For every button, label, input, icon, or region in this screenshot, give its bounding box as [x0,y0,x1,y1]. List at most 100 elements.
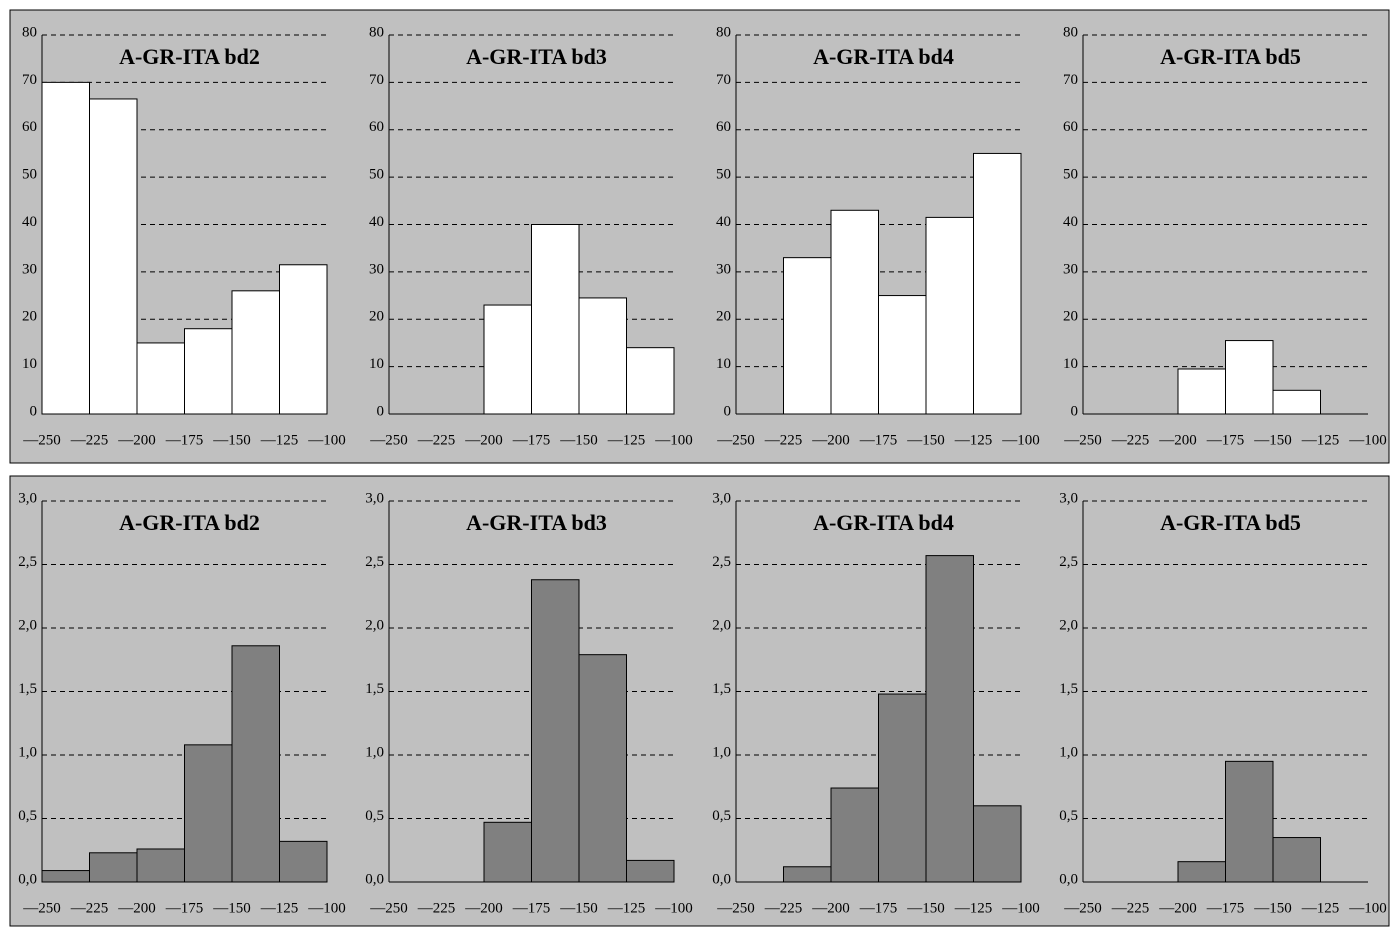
y-tick-label: 0 [30,403,38,419]
y-tick-label: 40 [716,214,731,230]
bar [279,264,328,415]
x-tick-label: —125 [260,432,299,448]
y-tick-label: 20 [1063,309,1078,325]
x-tick-label: —200 [464,432,503,448]
y-tick-label: 0,5 [365,808,384,824]
bar [184,328,233,415]
x-tick-label: —225 [417,900,456,916]
y-tick-label: 80 [716,24,731,40]
x-tick-label: —125 [607,900,646,916]
x-tick-label: —175 [859,900,898,916]
y-tick-label: 20 [22,309,37,325]
y-tick-label: 0,5 [1059,808,1078,824]
y-tick-label: 1,0 [365,744,384,760]
bar [89,852,138,883]
x-tick-label: —250 [369,900,408,916]
y-tick-label: 30 [1063,261,1078,277]
bar [1272,389,1321,415]
bar [626,347,675,415]
x-tick-label: —100 [307,432,346,448]
x-tick-label: —100 [654,432,693,448]
x-tick-label: —200 [117,432,156,448]
x-tick-label: —100 [1348,900,1387,916]
bar [1225,760,1274,883]
y-tick-label: 50 [716,167,731,183]
y-tick-label: 80 [1063,24,1078,40]
bar [136,848,185,883]
x-tick-label: —150 [906,900,945,916]
x-tick-label: —200 [1158,900,1197,916]
chart-title: A-GR-ITA bd3 [466,510,607,535]
x-tick-label: —200 [811,432,850,448]
bar [830,787,879,883]
y-tick-label: 0 [377,403,385,419]
bar [578,654,627,883]
x-tick-label: —250 [22,900,61,916]
y-tick-label: 40 [1063,214,1078,230]
y-tick-label: 3,0 [365,490,384,506]
bar [830,209,879,415]
x-tick-label: —100 [654,900,693,916]
y-tick-label: 50 [22,167,37,183]
bar [231,645,280,883]
y-tick-label: 10 [1063,356,1078,372]
x-tick-label: —125 [607,432,646,448]
y-tick-label: 2,5 [18,554,37,570]
chart-title: A-GR-ITA bd5 [1160,44,1301,69]
y-tick-label: 0,0 [712,871,731,887]
y-tick-label: 50 [369,167,384,183]
x-tick-label: —100 [307,900,346,916]
y-tick-label: 40 [22,214,37,230]
y-tick-label: 60 [22,119,37,135]
y-tick-label: 3,0 [1059,490,1078,506]
y-tick-label: 10 [369,356,384,372]
x-tick-label: —150 [212,432,251,448]
bar [483,304,532,415]
y-tick-label: 20 [716,309,731,325]
x-tick-label: —225 [764,900,803,916]
bar [973,152,1022,415]
x-tick-label: —250 [716,432,755,448]
y-tick-label: 1,5 [1059,681,1078,697]
bar [878,693,927,883]
x-tick-label: —125 [954,900,993,916]
bar [973,805,1022,883]
y-tick-label: 1,5 [18,681,37,697]
x-tick-label: —150 [1253,900,1292,916]
bar [231,290,280,415]
chart-title: A-GR-ITA bd5 [1160,510,1301,535]
y-tick-label: 0 [1071,403,1079,419]
x-tick-label: —150 [212,900,251,916]
bar [184,744,233,883]
y-tick-label: 0 [724,403,732,419]
x-tick-label: —250 [1063,432,1102,448]
y-tick-label: 0,0 [18,871,37,887]
x-tick-label: —225 [1111,900,1150,916]
y-tick-label: 30 [22,261,37,277]
bar [531,579,580,883]
y-tick-label: 80 [369,24,384,40]
y-tick-label: 2,5 [712,554,731,570]
x-tick-label: —125 [954,432,993,448]
x-tick-label: —150 [559,432,598,448]
x-tick-label: —175 [512,900,551,916]
x-tick-label: —150 [1253,432,1292,448]
y-tick-label: 70 [1063,72,1078,88]
y-tick-label: 60 [1063,119,1078,135]
x-tick-label: —175 [165,432,204,448]
x-tick-label: —225 [70,900,109,916]
chart-title: A-GR-ITA bd4 [813,510,954,535]
chart-title: A-GR-ITA bd3 [466,44,607,69]
x-tick-label: —175 [512,432,551,448]
x-tick-label: —225 [417,432,456,448]
x-tick-label: —250 [22,432,61,448]
bar [1272,837,1321,883]
x-tick-label: —175 [1206,900,1245,916]
y-tick-label: 30 [369,261,384,277]
x-tick-label: —100 [1348,432,1387,448]
x-tick-label: —175 [859,432,898,448]
x-tick-label: —200 [117,900,156,916]
x-tick-label: —225 [1111,432,1150,448]
